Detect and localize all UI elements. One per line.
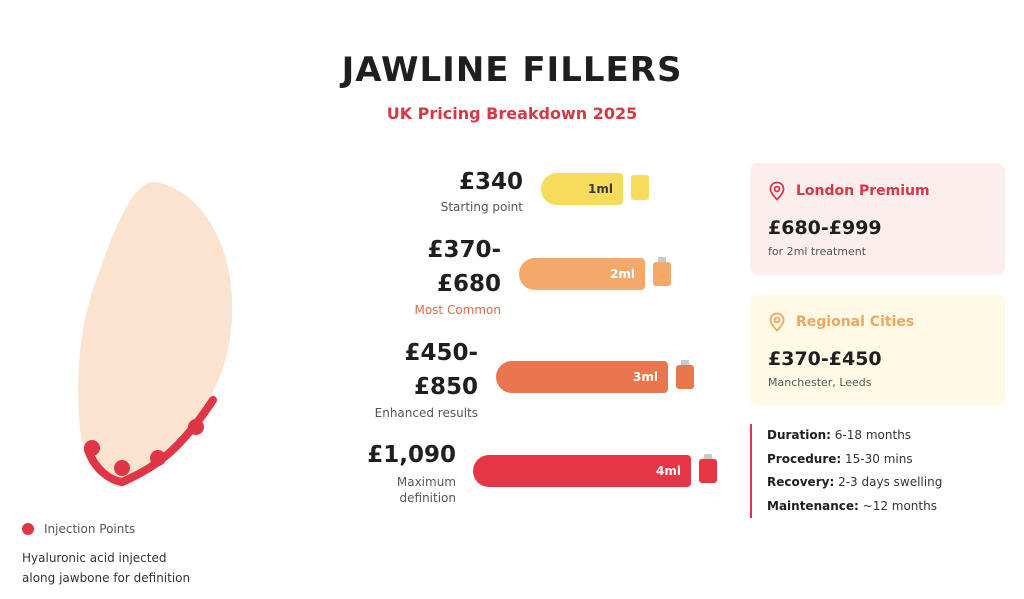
syringe-vial-icon: [676, 365, 694, 389]
tier-price: £340: [458, 169, 523, 195]
tier-volume: 3ml: [633, 370, 658, 384]
regional-cities-card: Regional Cities £370-£450 Manchester, Le…: [750, 294, 1005, 406]
legend-label: Injection Points: [44, 522, 136, 536]
tier-label: Starting point: [440, 200, 523, 214]
card-header: London Premium: [768, 181, 987, 201]
detail-key: Procedure:: [767, 451, 842, 466]
tier-price: £680: [436, 271, 501, 297]
tier-price: £1,090: [367, 442, 456, 468]
card-subtext: for 2ml treatment: [768, 245, 867, 258]
detail-value: ~12 months: [862, 498, 937, 513]
tier-bar: 4ml: [473, 455, 691, 487]
detail-row: Procedure: 15-30 mins: [767, 448, 1010, 472]
detail-value: 15-30 mins: [845, 451, 913, 466]
treatment-note: Hyaluronic acid injected along jawbone f…: [22, 548, 222, 588]
tier-bar: 2ml: [519, 258, 645, 290]
london-premium-card: London Premium £680-£999 for 2ml treatme…: [750, 163, 1005, 275]
injection-point: [84, 440, 100, 456]
tier-bar: 1ml: [541, 173, 623, 205]
vial-cap: [681, 360, 689, 366]
card-price: £680-£999: [768, 217, 882, 239]
card-subtext: Manchester, Leeds: [768, 376, 872, 389]
detail-key: Recovery:: [767, 475, 835, 489]
detail-value: 6-18 months: [834, 428, 912, 442]
page-subtitle: UK Pricing Breakdown 2025: [386, 104, 638, 123]
injection-point: [188, 419, 204, 435]
tier-label-line: Maximum: [396, 475, 456, 489]
detail-row: Duration: 6-18 months: [767, 424, 1010, 448]
note-line: along jawbone for definition: [22, 571, 191, 585]
syringe-vial-icon: [653, 262, 671, 286]
detail-row: Maintenance: ~12 months: [767, 495, 1010, 519]
injection-point: [114, 460, 130, 476]
card-title: Regional Cities: [796, 314, 915, 330]
tier-price: £370-: [427, 237, 501, 263]
card-header: Regional Cities: [768, 312, 987, 332]
treatment-details: Duration: 6-18 months Procedure: 15-30 m…: [750, 424, 1010, 518]
card-title: London Premium: [796, 183, 930, 199]
detail-value: 2-3 days swelling: [838, 475, 943, 489]
tier-volume: 1ml: [588, 182, 613, 196]
vial-cap: [658, 257, 666, 263]
page-title: JAWLINE FILLERS: [341, 50, 683, 90]
legend: Injection Points: [22, 522, 135, 536]
detail-key: Maintenance:: [767, 498, 859, 513]
card-price: £370-£450: [768, 348, 882, 370]
tier-bar: 3ml: [496, 361, 668, 393]
tier-volume: 4ml: [656, 464, 681, 478]
face-shape: [78, 181, 233, 488]
injection-point: [150, 450, 166, 466]
location-pin-icon: [769, 181, 785, 201]
vial-cap: [704, 454, 712, 460]
tier-price: £850: [413, 374, 478, 400]
face-illustration: [78, 181, 233, 488]
detail-row: Recovery: 2-3 days swelling: [767, 471, 1010, 495]
tier-volume: 2ml: [610, 267, 635, 281]
tier-label-line: definition: [399, 491, 456, 505]
note-line: Hyaluronic acid injected: [22, 551, 167, 565]
syringe-vial-icon: [631, 175, 649, 200]
location-pin-icon: [769, 312, 785, 332]
jawline-line: [84, 396, 217, 487]
tier-label: Maximum definition: [320, 474, 456, 506]
syringe-vial-icon: [699, 459, 717, 483]
red-dot-icon: [22, 523, 34, 535]
tier-price: £450-: [404, 340, 478, 366]
tier-label: Enhanced results: [374, 406, 478, 420]
tier-label: Most Common: [414, 303, 501, 317]
detail-key: Duration:: [767, 428, 831, 442]
